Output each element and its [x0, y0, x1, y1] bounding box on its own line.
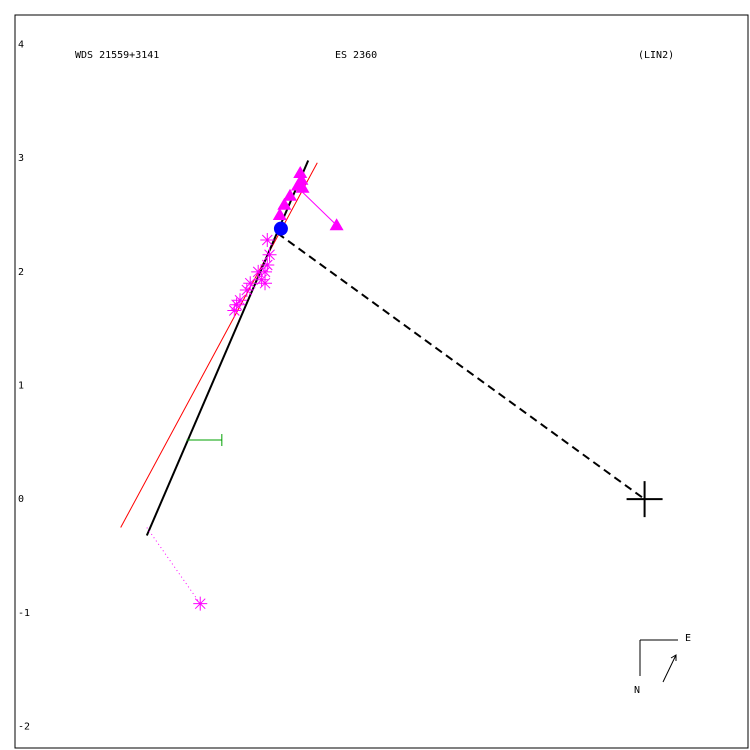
- triangle-marker: [272, 208, 287, 221]
- chart-title: ES 2360: [335, 50, 377, 61]
- triangle-marker: [295, 180, 310, 193]
- y-tick-label: 0: [18, 494, 24, 505]
- y-tick-label: -2: [18, 721, 30, 732]
- y-tick-label: 2: [18, 267, 24, 278]
- asterisk-marker: [258, 276, 273, 291]
- asterisk-marker: [243, 276, 258, 291]
- line: [146, 527, 201, 604]
- chart-title: WDS 21559+3141: [75, 50, 159, 61]
- y-tick-label: 3: [18, 153, 24, 164]
- cross-marker: [626, 481, 663, 518]
- asterisk-marker: [227, 303, 242, 318]
- asterisk-marker: [260, 233, 275, 248]
- asterisk-marker: [233, 293, 248, 308]
- triangle-marker: [283, 188, 298, 201]
- asterisk-marker: [229, 297, 244, 312]
- chart-title: (LIN2): [638, 50, 674, 61]
- line: [299, 189, 337, 226]
- compass-arrow: [662, 654, 677, 683]
- dot-marker: [273, 221, 288, 236]
- y-tick-label: 1: [18, 380, 24, 391]
- asterisk-marker: [260, 258, 275, 273]
- line: [120, 162, 318, 528]
- asterisk-marker: [251, 264, 266, 279]
- triangle-marker: [277, 197, 292, 210]
- asterisk-marker: [239, 283, 254, 298]
- triangle-marker: [329, 218, 344, 231]
- asterisk-marker: [193, 596, 208, 611]
- plot-frame: [14, 14, 749, 749]
- compass-label: N: [634, 685, 640, 696]
- asterisk-marker: [262, 247, 277, 262]
- y-tick-label: 4: [18, 40, 24, 51]
- line: [276, 232, 646, 500]
- triangle-marker: [293, 165, 308, 178]
- compass: [639, 639, 678, 683]
- y-tick-label: -1: [18, 608, 30, 619]
- compass-label: E: [685, 633, 691, 644]
